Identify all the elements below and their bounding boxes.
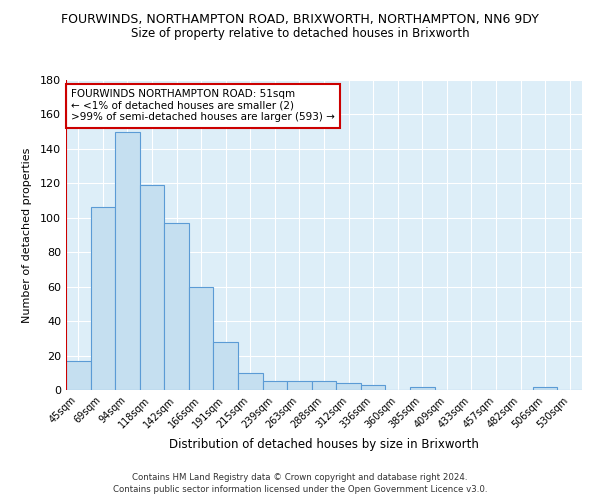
Y-axis label: Number of detached properties: Number of detached properties [22,148,32,322]
Bar [164,223,189,390]
Bar [189,286,214,390]
Bar [336,383,361,390]
Bar [312,382,336,390]
Bar [140,185,164,390]
Bar [287,382,312,390]
Text: Size of property relative to detached houses in Brixworth: Size of property relative to detached ho… [131,28,469,40]
Bar [214,342,238,390]
Text: Contains HM Land Registry data © Crown copyright and database right 2024.: Contains HM Land Registry data © Crown c… [132,472,468,482]
Bar [115,132,140,390]
Text: FOURWINDS NORTHAMPTON ROAD: 51sqm
← <1% of detached houses are smaller (2)
>99% : FOURWINDS NORTHAMPTON ROAD: 51sqm ← <1% … [71,90,335,122]
Bar [263,382,287,390]
Text: Contains public sector information licensed under the Open Government Licence v3: Contains public sector information licen… [113,485,487,494]
Bar [410,386,434,390]
Bar [533,386,557,390]
Bar [91,208,115,390]
Bar [361,385,385,390]
Bar [238,373,263,390]
Bar [66,360,91,390]
Text: FOURWINDS, NORTHAMPTON ROAD, BRIXWORTH, NORTHAMPTON, NN6 9DY: FOURWINDS, NORTHAMPTON ROAD, BRIXWORTH, … [61,12,539,26]
X-axis label: Distribution of detached houses by size in Brixworth: Distribution of detached houses by size … [169,438,479,451]
